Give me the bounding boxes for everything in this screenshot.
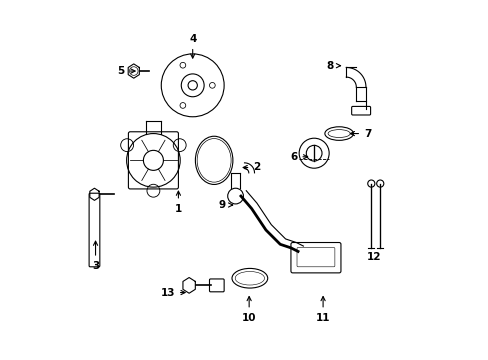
- Text: 8: 8: [326, 61, 340, 71]
- Text: 5: 5: [118, 66, 135, 76]
- Text: 1: 1: [174, 191, 182, 213]
- Text: 13: 13: [160, 288, 185, 297]
- Text: 3: 3: [92, 241, 99, 271]
- Text: 4: 4: [189, 34, 196, 58]
- Text: 7: 7: [349, 129, 371, 139]
- Text: 11: 11: [315, 297, 330, 323]
- Text: 6: 6: [289, 152, 307, 162]
- Text: 12: 12: [366, 252, 380, 262]
- Text: 9: 9: [218, 200, 232, 210]
- Text: 2: 2: [243, 162, 260, 172]
- Text: 10: 10: [242, 297, 256, 323]
